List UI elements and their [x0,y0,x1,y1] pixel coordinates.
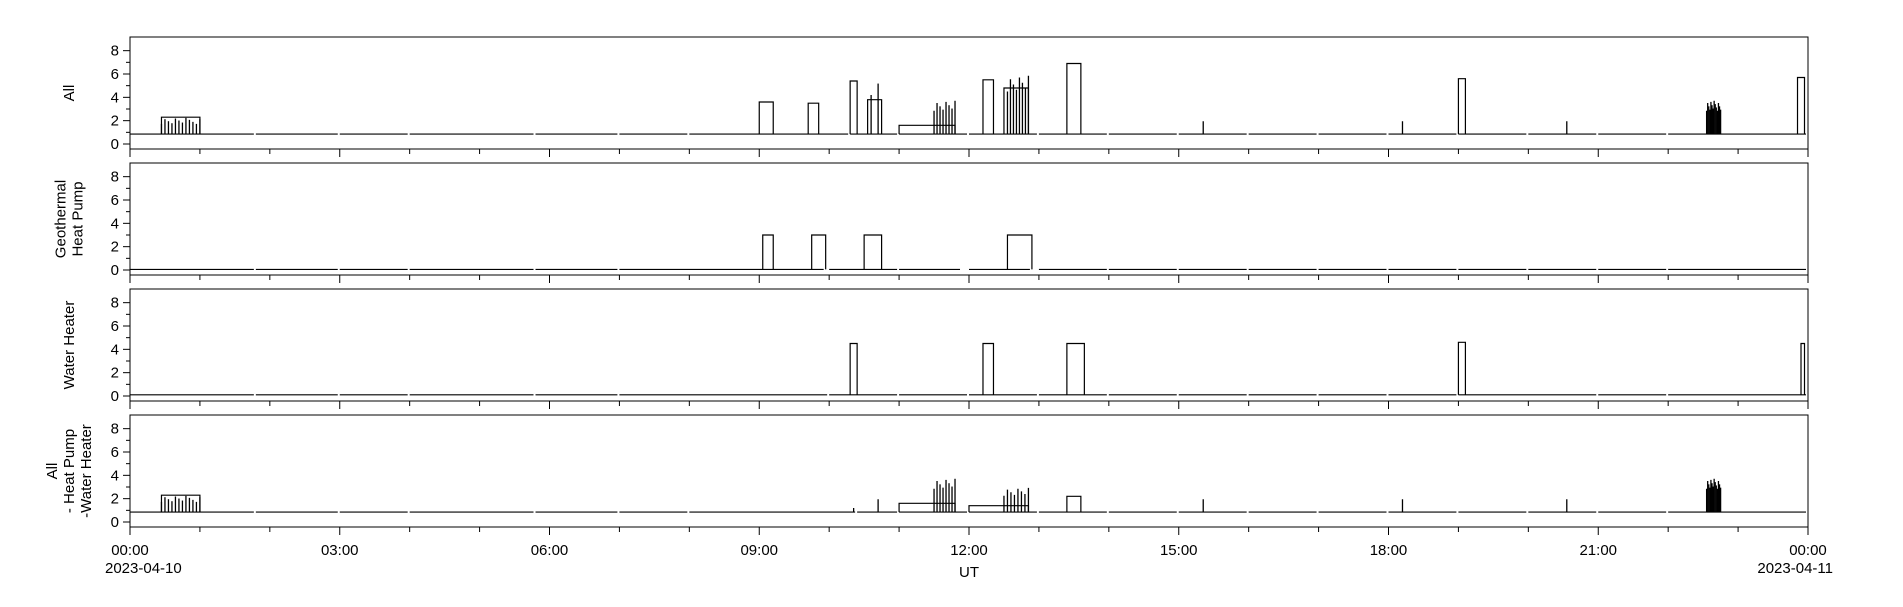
step-block [1066,495,1082,513]
x-tick-label: 12:00 [950,542,988,559]
y-tick-label: 0 [111,136,119,153]
y-tick-label: 0 [111,514,119,531]
y-tick-label: 2 [111,113,119,130]
y-axis-label: All [61,85,78,102]
y-tick-label: 6 [111,66,119,83]
y-axis-label: Heat Pump [70,181,87,256]
x-tick-label: 03:00 [321,542,359,559]
step-block [1066,62,1082,135]
y-tick-label: 2 [111,239,119,256]
panel-2: 0 2 4 6 8 Geothermal Heat Pump [53,162,1809,283]
x-tick-label: 00:00 [1789,542,1827,559]
series-line [130,341,1806,396]
step-block [1457,78,1467,135]
y-tick-label: 4 [111,215,119,232]
y-axis-label: Water Heater [61,301,78,390]
y-tick-label: 6 [111,318,119,335]
step-block [982,342,995,395]
panel-frame [129,288,1809,402]
x-tick-label: 18:00 [1370,542,1408,559]
panel-4: 0 2 4 6 8 All - Heat Pump -Water Heater [44,414,1809,535]
series-line [130,62,1806,135]
y-tick-label: 0 [111,262,119,279]
y-tick-label: 2 [111,365,119,382]
y-tick-label: 8 [111,169,119,186]
y-tick-label: 4 [111,341,119,358]
y-tick-label: 2 [111,491,119,508]
step-block [849,342,858,395]
x-date-start-label: 2023-04-10 [105,560,182,577]
step-block [160,116,201,135]
step-block [863,234,883,270]
step-block [758,101,774,135]
y-axis-label: -Water Heater [78,424,95,518]
y-tick-label: 6 [111,192,119,209]
x-tick-label: 06:00 [531,542,569,559]
step-block [1800,342,1806,395]
x-tick-label: 21:00 [1579,542,1617,559]
x-tick-label: 00:00 [111,542,149,559]
step-block [1457,341,1467,395]
series-line [130,478,1806,513]
step-block [1796,76,1806,135]
step-block [968,505,1030,513]
x-date-end-label: 2023-04-11 [1757,560,1833,577]
y-tick-label: 8 [111,295,119,312]
y-tick-label: 6 [111,444,119,461]
y-axis-label: Geothermal [53,180,70,258]
y-tick-label: 8 [111,43,119,60]
step-block [811,234,827,270]
y-tick-label: 4 [111,467,119,484]
y-axis-label: All [44,463,61,480]
step-block [1006,234,1033,270]
y-tick-label: 4 [111,89,119,106]
y-tick-label: 0 [111,388,119,405]
step-block [1066,342,1085,395]
x-axis-label: UT [959,564,979,581]
panel-3: 0 2 4 6 8 Water Heater [61,288,1809,409]
step-block [762,234,774,270]
step-block [982,79,995,135]
y-axis-label: - Heat Pump [61,429,78,513]
step-block [867,99,883,135]
panel-frame [129,36,1809,150]
step-block [807,102,820,135]
x-tick-label: 15:00 [1160,542,1198,559]
series-line [130,234,1806,271]
step-block [849,80,858,135]
y-tick-label: 8 [111,421,119,438]
panel-1: 0 2 4 6 8 All [61,36,1809,157]
panel-frame [129,162,1809,276]
step-block [160,494,201,513]
x-tick-label: 09:00 [740,542,778,559]
